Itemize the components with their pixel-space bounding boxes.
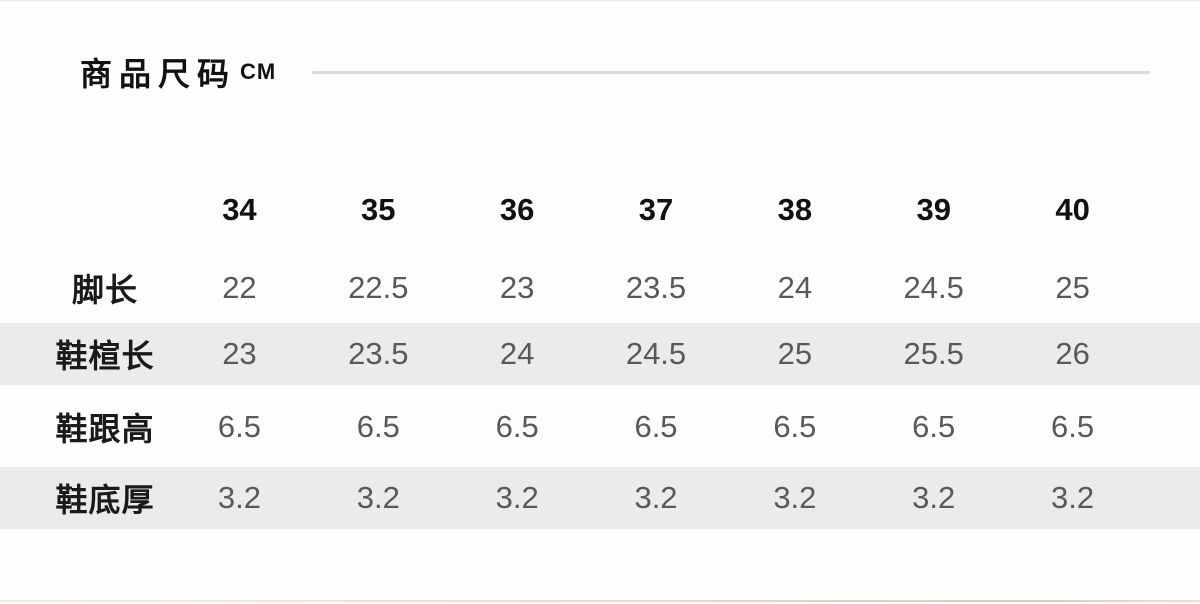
- unit-label: CM: [240, 59, 277, 84]
- size-value: 25: [1055, 270, 1090, 305]
- table-row-heel-height: 鞋跟高 6.5 6.5 6.5 6.5 6.5 6.5 6.5: [0, 396, 1200, 458]
- size-value: 24: [499, 336, 535, 371]
- size-value: 22.5: [348, 270, 409, 305]
- size-value: 24.5: [903, 270, 964, 305]
- size-column-header: 37: [638, 192, 674, 227]
- size-value: 3.2: [634, 480, 678, 515]
- size-column-header: 36: [499, 192, 535, 227]
- table-row-sole-thickness: 鞋底厚 3.2 3.2 3.2 3.2 3.2 3.2 3.2: [0, 467, 1200, 529]
- size-header-row: 34 35 36 37 38 39 40: [0, 180, 1200, 240]
- size-value: 3.2: [912, 480, 956, 515]
- size-column-header: 35: [361, 192, 396, 227]
- size-value: 3.2: [495, 480, 539, 515]
- size-value: 6.5: [217, 409, 261, 444]
- size-value: 25.5: [903, 336, 964, 371]
- size-value: 26: [1055, 336, 1090, 371]
- size-value: 23: [499, 270, 535, 305]
- size-column-header: 34: [222, 192, 257, 227]
- size-value: 6.5: [356, 409, 400, 444]
- section-title: 商品尺码: [80, 56, 237, 92]
- row-label: 鞋跟高: [55, 411, 155, 447]
- bottom-hairline: [0, 600, 1200, 602]
- size-value: 3.2: [217, 480, 261, 515]
- size-column-header: 40: [1055, 192, 1090, 227]
- size-value: 23.5: [625, 270, 687, 305]
- size-value: 6.5: [773, 409, 817, 444]
- size-value: 22: [222, 270, 257, 305]
- size-value: 23: [222, 336, 257, 371]
- row-label: 脚长: [71, 272, 138, 308]
- size-value: 24: [777, 270, 813, 305]
- table-row-foot-length: 脚长 22 22.5 23 23.5 24 24.5 25: [0, 258, 1200, 318]
- section-title-row: 商品尺码 CM: [80, 53, 1150, 92]
- size-value: 24.5: [625, 336, 687, 371]
- size-value: 3.2: [773, 480, 817, 515]
- size-value: 6.5: [912, 409, 956, 444]
- row-label: 鞋底厚: [55, 482, 155, 518]
- table-row-last-length: 鞋楦长 23 23.5 24 24.5 25 25.5 26: [0, 323, 1200, 385]
- size-value: 23.5: [348, 336, 409, 371]
- size-value: 3.2: [356, 480, 400, 515]
- size-value: 6.5: [1051, 409, 1095, 444]
- size-column-header: 38: [777, 192, 813, 227]
- title-divider-line: [312, 70, 1150, 74]
- size-value: 3.2: [1051, 480, 1095, 515]
- top-hairline: [0, 0, 1200, 1]
- size-value: 6.5: [495, 409, 539, 444]
- size-value: 25: [777, 336, 813, 371]
- row-label: 鞋楦长: [55, 338, 155, 374]
- size-table: 34 35 36 37 38 39 40 脚长 22 22.5 23 23.5 …: [0, 180, 1200, 529]
- size-column-header: 39: [916, 192, 951, 227]
- size-value: 6.5: [634, 409, 678, 444]
